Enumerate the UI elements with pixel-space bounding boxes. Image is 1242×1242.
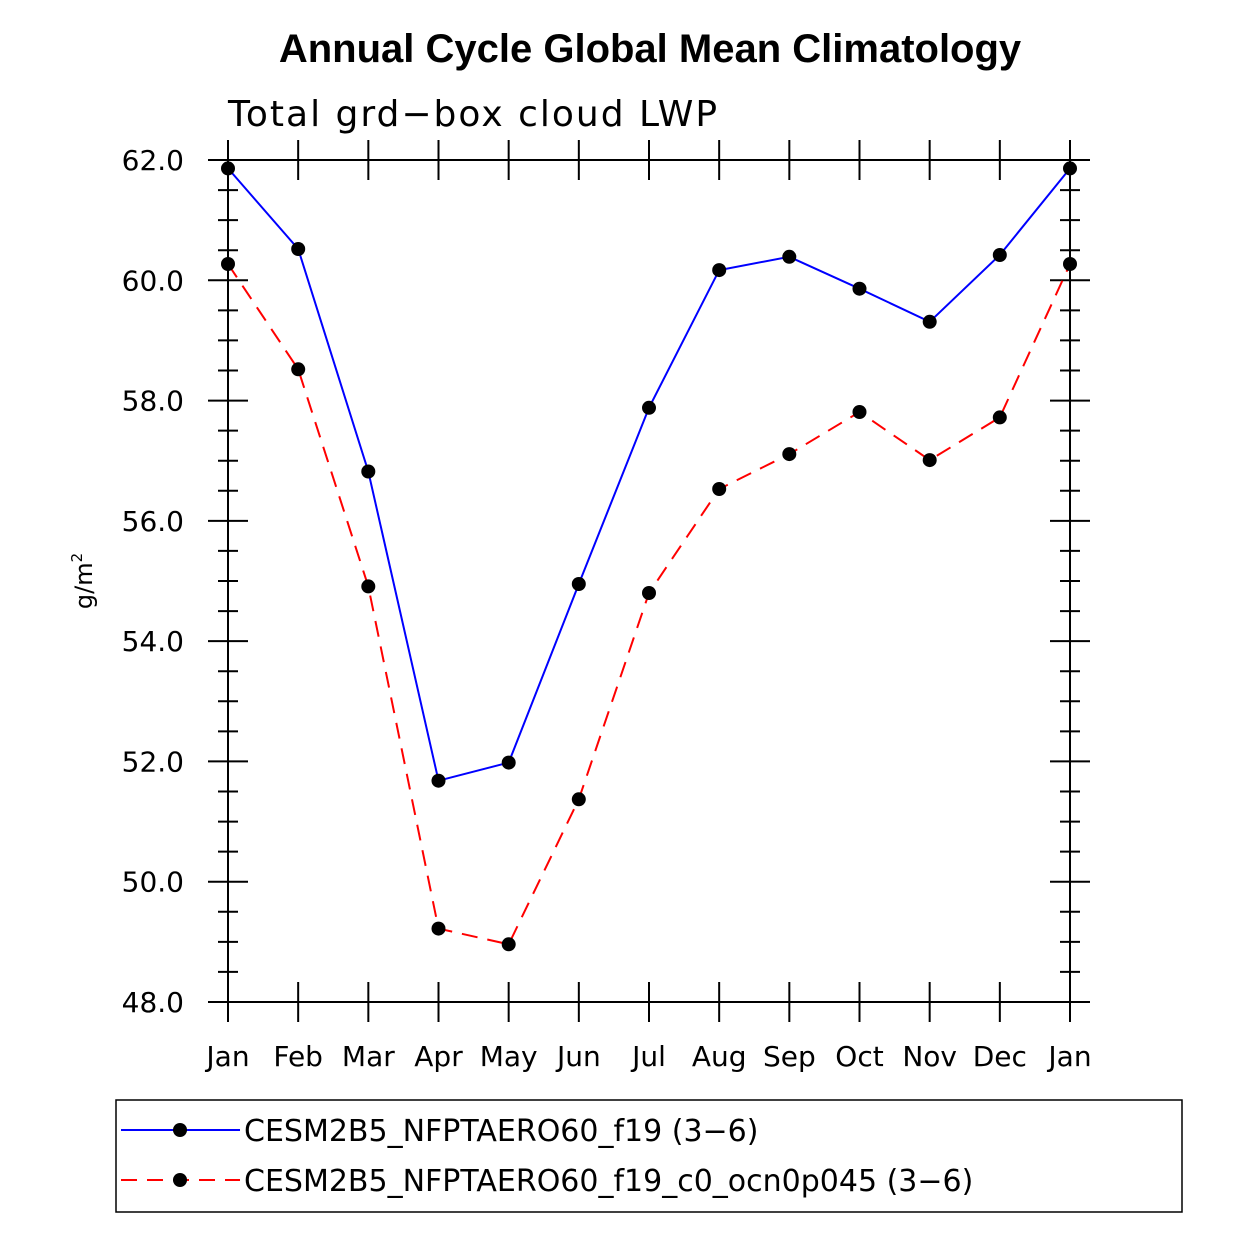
data-point-series-2: [922, 453, 937, 468]
y-tick-label: 54.0: [122, 625, 184, 658]
data-point-series-1: [782, 249, 797, 264]
data-point-series-1: [361, 464, 376, 479]
x-tick-label: Oct: [835, 1040, 883, 1073]
series-layer: [221, 161, 1077, 952]
x-tick-label: Mar: [342, 1040, 395, 1073]
plot-frame: [227, 159, 1071, 1003]
data-point-series-2: [501, 937, 516, 952]
legend-label-series-2: CESM2B5_NFPTAERO60_f19_c0_ocn0p045 (3−6): [244, 1164, 973, 1199]
data-point-series-2: [642, 586, 656, 600]
x-tick-label: Sep: [763, 1040, 816, 1073]
y-tick-labels: 48.0 50.0 52.0 54.0 56.0 58.0 60.0 62.0: [122, 144, 184, 1019]
y-tick-label: 52.0: [122, 745, 184, 778]
data-point-series-1: [291, 242, 306, 256]
x-tick-label: Aug: [692, 1040, 747, 1073]
x-tick-label: Jan: [1046, 1040, 1091, 1073]
data-point-series-2: [992, 410, 1007, 425]
y-tick-label: 56.0: [122, 505, 184, 538]
y-tick-label: 60.0: [122, 264, 184, 297]
y-axis-label: g/m: [70, 562, 98, 609]
data-point-series-2: [782, 447, 797, 462]
x-tick-label: May: [480, 1040, 538, 1073]
y-tick-label: 58.0: [122, 385, 184, 418]
data-point-series-1: [922, 314, 937, 329]
chart-title: Annual Cycle Global Mean Climatology: [279, 27, 1022, 71]
data-point-series-2: [712, 482, 727, 496]
x-tick-label: Jan: [204, 1040, 249, 1073]
legend: CESM2B5_NFPTAERO60_f19 (3−6) CESM2B5_NFP…: [115, 1099, 1183, 1213]
y-axis-label-superscript: 2: [68, 553, 86, 563]
axis-ticks: [208, 140, 1090, 1022]
data-point-series-1: [712, 263, 727, 278]
y-tick-label: 62.0: [122, 144, 184, 177]
legend-label-series-1: CESM2B5_NFPTAERO60_f19 (3−6): [244, 1114, 758, 1149]
y-tick-label: 48.0: [122, 986, 184, 1019]
data-point-series-2: [571, 792, 586, 807]
data-point-series-2: [361, 579, 376, 594]
data-point-series-1: [852, 281, 867, 296]
data-point-series-1: [642, 400, 656, 415]
legend-marker-series-1: [173, 1123, 187, 1137]
svg-text:g/m2: g/m2: [68, 553, 98, 609]
data-point-series-1: [431, 773, 446, 788]
data-point-series-2: [291, 362, 306, 377]
chart-subtitle: Total grd−box cloud LWP: [227, 94, 719, 135]
series-line-1: [227, 167, 1071, 782]
data-point-series-2: [431, 921, 446, 936]
x-tick-label: Nov: [902, 1040, 957, 1073]
legend-box: [115, 1099, 1183, 1213]
x-tick-labels: Jan Feb Mar Apr May Jun Jul Aug Sep Oct Nov Dec Jan: [204, 1040, 1091, 1073]
data-point-series-1: [501, 755, 516, 770]
data-point-series-2: [852, 405, 867, 419]
y-axis-label-group: g/m2: [68, 553, 98, 609]
data-point-series-1: [992, 248, 1007, 262]
y-tick-label: 50.0: [122, 866, 184, 899]
x-tick-label: Jun: [555, 1040, 601, 1073]
data-point-series-1: [571, 577, 586, 591]
x-tick-label: Apr: [414, 1040, 463, 1073]
x-tick-label: Feb: [273, 1040, 323, 1073]
legend-marker-series-2: [173, 1173, 187, 1187]
series-line-2: [227, 263, 1071, 946]
x-tick-label: Jul: [630, 1040, 666, 1073]
x-tick-label: Dec: [973, 1040, 1027, 1073]
